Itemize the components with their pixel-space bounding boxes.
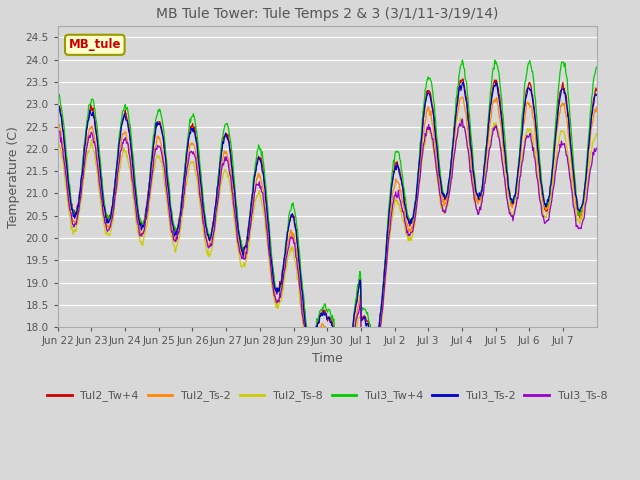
Tul3_Ts-2 xyxy=(460,79,467,85)
Tul2_Ts-2 xyxy=(340,372,348,378)
Tul2_Tw+4 xyxy=(413,182,421,188)
Tul2_Tw+4 xyxy=(117,125,125,131)
Tul3_Ts-2 xyxy=(243,245,251,251)
Tul3_Tw+4 xyxy=(340,360,348,366)
Legend: Tul2_Tw+4, Tul2_Ts-2, Tul2_Ts-8, Tul3_Tw+4, Tul3_Ts-2, Tul3_Ts-8: Tul2_Tw+4, Tul2_Ts-2, Tul2_Ts-8, Tul3_Tw… xyxy=(43,386,612,406)
Tul2_Tw+4 xyxy=(216,161,224,167)
Line: Tul2_Ts-2: Tul2_Ts-2 xyxy=(58,97,596,375)
Line: Tul3_Ts-2: Tul3_Ts-2 xyxy=(58,82,596,366)
Tul2_Ts-8 xyxy=(456,115,464,121)
Tul2_Tw+4 xyxy=(383,233,391,239)
Tul3_Ts-8 xyxy=(593,145,600,151)
Tul3_Ts-2 xyxy=(383,231,391,237)
Tul2_Ts-8 xyxy=(593,131,600,136)
Tul2_Ts-8 xyxy=(216,186,224,192)
Tul3_Ts-8 xyxy=(413,195,421,201)
Tul2_Ts-2 xyxy=(263,221,271,227)
Tul2_Ts-2 xyxy=(216,175,224,180)
Tul2_Tw+4 xyxy=(54,98,61,104)
Tul2_Ts-8 xyxy=(54,138,61,144)
Tul2_Ts-8 xyxy=(383,256,391,262)
Tul3_Ts-2 xyxy=(340,363,348,369)
Tul2_Ts-8 xyxy=(413,198,421,204)
Tul3_Ts-2 xyxy=(593,92,600,98)
Tul2_Tw+4 xyxy=(263,204,271,209)
Tul2_Ts-8 xyxy=(243,255,251,261)
Tul3_Ts-2 xyxy=(263,210,271,216)
Tul3_Tw+4 xyxy=(54,93,61,99)
Line: Tul3_Tw+4: Tul3_Tw+4 xyxy=(58,60,596,363)
Tul2_Tw+4 xyxy=(593,88,600,94)
Tul3_Ts-8 xyxy=(243,251,251,256)
Tul2_Ts-8 xyxy=(340,383,348,388)
Tul3_Ts-2 xyxy=(216,159,224,165)
Tul3_Ts-2 xyxy=(413,181,421,187)
Tul2_Ts-2 xyxy=(413,185,421,191)
Tul2_Tw+4 xyxy=(243,236,251,241)
Tul2_Ts-2 xyxy=(593,105,600,110)
Tul2_Ts-8 xyxy=(263,241,271,247)
Tul3_Ts-8 xyxy=(54,126,61,132)
Tul3_Tw+4 xyxy=(459,57,467,63)
Tul3_Ts-8 xyxy=(216,180,224,186)
Tul3_Ts-8 xyxy=(340,374,348,380)
Tul3_Tw+4 xyxy=(383,227,391,233)
Line: Tul2_Tw+4: Tul2_Tw+4 xyxy=(58,79,596,363)
Tul2_Ts-2 xyxy=(459,94,467,100)
Tul3_Ts-8 xyxy=(459,116,467,122)
Tul2_Ts-2 xyxy=(117,142,125,147)
Tul3_Tw+4 xyxy=(243,238,251,243)
Tul2_Ts-2 xyxy=(54,121,61,127)
Tul2_Ts-2 xyxy=(383,246,391,252)
Title: MB Tule Tower: Tule Temps 2 & 3 (3/1/11-3/19/14): MB Tule Tower: Tule Temps 2 & 3 (3/1/11-… xyxy=(156,7,499,21)
Tul2_Tw+4 xyxy=(459,76,467,82)
Tul3_Ts-2 xyxy=(54,104,61,110)
Tul3_Ts-8 xyxy=(263,228,271,234)
Tul3_Ts-8 xyxy=(117,148,125,154)
Tul3_Ts-2 xyxy=(117,126,125,132)
Text: MB_tule: MB_tule xyxy=(68,38,121,51)
Line: Tul3_Ts-8: Tul3_Ts-8 xyxy=(58,119,596,377)
Tul2_Ts-2 xyxy=(243,247,251,252)
Line: Tul2_Ts-8: Tul2_Ts-8 xyxy=(58,118,596,385)
Tul3_Tw+4 xyxy=(263,199,271,204)
Tul3_Tw+4 xyxy=(117,120,125,126)
X-axis label: Time: Time xyxy=(312,352,342,365)
Y-axis label: Temperature (C): Temperature (C) xyxy=(7,126,20,228)
Tul3_Ts-8 xyxy=(383,252,391,257)
Tul3_Tw+4 xyxy=(413,176,421,181)
Tul2_Tw+4 xyxy=(340,360,348,366)
Tul3_Tw+4 xyxy=(216,155,224,160)
Tul2_Ts-8 xyxy=(117,157,125,163)
Tul3_Tw+4 xyxy=(593,64,600,70)
